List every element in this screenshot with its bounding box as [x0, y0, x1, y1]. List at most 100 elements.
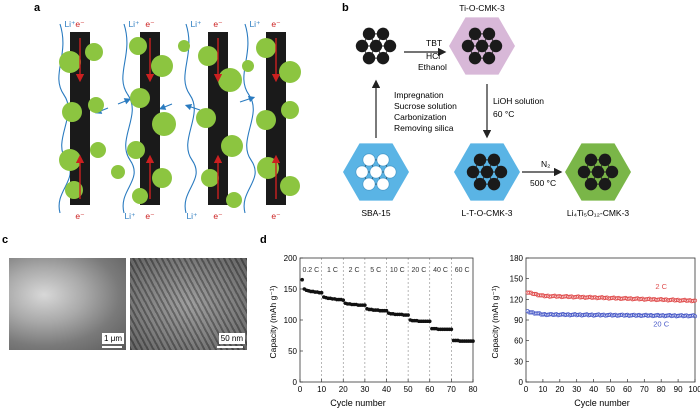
sba15-pore: [376, 177, 390, 191]
lto-particle: [152, 168, 172, 188]
sba15-pore: [362, 177, 376, 191]
lto-particle: [129, 37, 147, 55]
chart1-point: [449, 327, 454, 332]
l-t-o-cmk3-pore: [487, 177, 501, 191]
lithium-label-bottom: Li⁺: [124, 211, 136, 221]
step-carbonization: Carbonization: [394, 112, 447, 122]
precursor-pore: [362, 51, 376, 65]
lto-particle: [88, 97, 104, 113]
chart2-xlabel: Cycle number: [574, 398, 630, 408]
step-sucrose: Sucrose solution: [394, 101, 457, 111]
sba15-pore: [369, 165, 383, 179]
sem-scale-label: 1 μm: [102, 333, 124, 344]
chart2-point-2c: [692, 298, 698, 303]
lithium-label-bottom: Li⁺: [186, 211, 198, 221]
tem-scale-label: 50 nm: [218, 333, 245, 344]
chart1-ylabel: Capacity (mAh g⁻¹): [268, 285, 278, 358]
ion-arrow: [239, 95, 256, 103]
lto-particle: [111, 165, 125, 179]
cycling-stability-chart: 0 10 20 30 40 50 60 70 80 90 100 0 30 60 90 120 150 180 2…: [490, 254, 700, 408]
chart1-rate-label: 5 C: [370, 267, 381, 274]
lto-particle: [218, 68, 242, 92]
lto-particle: [198, 46, 218, 66]
sem-scale-bar: [102, 346, 122, 348]
electron-label-bottom: e⁻: [75, 211, 85, 221]
lto-particle: [151, 55, 173, 77]
chart1-xtick-label: 50: [404, 385, 413, 394]
ion-arrow: [184, 103, 201, 111]
lto-cmk3-pore: [598, 177, 612, 191]
chart1-xlabel: Cycle number: [330, 398, 386, 408]
lto-particle: [127, 141, 145, 159]
chart2-xtick-label: 100: [688, 385, 700, 394]
sba15-pore: [383, 165, 397, 179]
ion-arrow: [117, 98, 132, 105]
electron-label-top: e⁻: [145, 19, 155, 29]
chart2-point-20c: [692, 314, 698, 319]
chart1-ytick-label: 150: [284, 285, 298, 294]
chart1-xtick-label: 60: [425, 385, 434, 394]
chart1-rate-label: 60 C: [455, 267, 470, 274]
chart2-point-2c: [527, 290, 532, 295]
chart2-series-label: 20 C: [653, 319, 669, 328]
tem-micrograph: 50 nm: [130, 258, 247, 350]
chart1-ytick-label: 50: [288, 347, 297, 356]
chart1-point: [406, 313, 410, 317]
lto-cmk3-pore: [605, 165, 619, 179]
chart2-xtick-label: 20: [555, 385, 564, 394]
lto-cmk3-pore: [591, 165, 605, 179]
chart1-point: [427, 319, 432, 324]
chart2-xtick-label: 10: [538, 385, 547, 394]
chart1-xtick-label: 10: [317, 385, 326, 394]
chart1-xtick-label: 30: [360, 385, 369, 394]
lto-particle: [256, 110, 276, 130]
ti-o-cmk3-pore: [468, 51, 482, 65]
ti-o-cmk3-pore: [489, 39, 503, 53]
chart2-ytick-label: 120: [510, 295, 524, 304]
ti-o-cmk3-pore: [475, 39, 489, 53]
step-hcl: HCl: [426, 51, 440, 61]
chart2-ytick-label: 90: [514, 316, 523, 325]
precursor-pore: [376, 51, 390, 65]
node-label-sba15: SBA-15: [361, 208, 391, 218]
precursor-pore: [369, 39, 383, 53]
ion-path: [184, 23, 197, 214]
step-ethanol: Ethanol: [418, 62, 447, 72]
chart2-xtick-label: 70: [640, 385, 649, 394]
l-t-o-cmk3-pore: [466, 165, 480, 179]
precursor-pore: [362, 27, 376, 41]
lto-cmk3-pore: [584, 177, 598, 191]
ti-o-cmk3-pore: [482, 51, 496, 65]
electron-label-top: e⁻: [271, 19, 281, 29]
chart1-rate-label: 1 C: [327, 267, 338, 274]
lto-particle: [132, 188, 148, 204]
node-label-l-t-o-cmk3: L-T-O-CMK-3: [462, 208, 513, 218]
electron-label-bottom: e⁻: [271, 211, 281, 221]
panel-label-d: d: [260, 234, 267, 246]
precursor-pore: [355, 39, 369, 53]
chart1-point: [319, 290, 324, 295]
chart1-rate-label: 40 C: [433, 267, 448, 274]
carbon-rod: [140, 32, 160, 205]
chart2-xtick-label: 30: [572, 385, 581, 394]
lto-particle: [178, 40, 190, 52]
lto-cmk3-pore: [577, 165, 591, 179]
lto-particle: [85, 43, 103, 61]
chart2-ytick-label: 60: [514, 337, 523, 346]
precursor-pore: [376, 27, 390, 41]
chart2-ytick-label: 150: [510, 275, 524, 284]
electron-label-bottom: e⁻: [213, 211, 223, 221]
lto-particle: [281, 101, 299, 119]
l-t-o-cmk3-pore: [487, 153, 501, 167]
chart1-rate-label: 20 C: [412, 267, 427, 274]
chart1-point: [363, 303, 367, 307]
step-lioh: LiOH solution: [493, 96, 544, 106]
lto-cmk3-pore: [584, 153, 598, 167]
lto-particle: [201, 169, 219, 187]
lto-particle: [65, 181, 83, 199]
ti-o-cmk3-pore: [482, 27, 496, 41]
lithium-label-top: Li⁺: [64, 19, 76, 29]
step-tbt: TBT: [426, 38, 442, 48]
chart1-xtick-label: 20: [339, 385, 348, 394]
